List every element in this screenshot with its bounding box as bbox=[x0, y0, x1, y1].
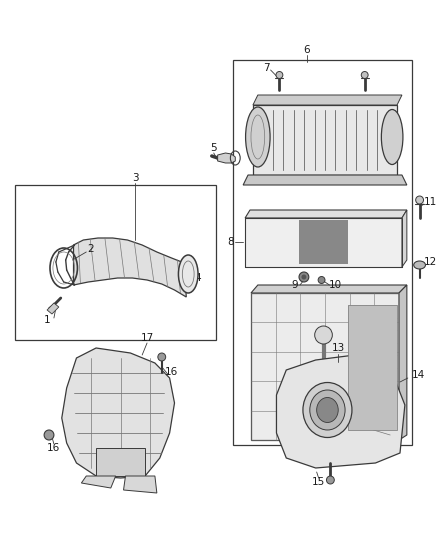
Polygon shape bbox=[74, 238, 186, 297]
Polygon shape bbox=[62, 348, 174, 478]
Ellipse shape bbox=[381, 109, 403, 165]
Ellipse shape bbox=[326, 476, 334, 484]
Polygon shape bbox=[251, 285, 407, 293]
Text: 11: 11 bbox=[424, 197, 437, 207]
Polygon shape bbox=[47, 303, 59, 314]
Text: 3: 3 bbox=[132, 173, 138, 183]
Polygon shape bbox=[253, 95, 402, 105]
Ellipse shape bbox=[299, 272, 309, 282]
Text: 8: 8 bbox=[227, 237, 234, 247]
Polygon shape bbox=[218, 153, 235, 163]
Text: 10: 10 bbox=[329, 280, 342, 290]
Ellipse shape bbox=[317, 398, 338, 423]
Bar bbox=[233, 60, 412, 445]
Text: 5: 5 bbox=[210, 143, 217, 153]
Ellipse shape bbox=[416, 196, 424, 204]
Polygon shape bbox=[96, 448, 145, 476]
Polygon shape bbox=[245, 218, 402, 267]
Ellipse shape bbox=[310, 390, 345, 430]
Text: 4: 4 bbox=[195, 273, 201, 283]
Ellipse shape bbox=[158, 353, 166, 361]
Ellipse shape bbox=[414, 261, 425, 269]
Text: 1: 1 bbox=[44, 315, 50, 325]
Polygon shape bbox=[243, 175, 407, 185]
Text: 2: 2 bbox=[87, 244, 93, 254]
Ellipse shape bbox=[301, 274, 306, 279]
Ellipse shape bbox=[246, 107, 270, 167]
Ellipse shape bbox=[178, 255, 198, 293]
Ellipse shape bbox=[276, 71, 283, 78]
Ellipse shape bbox=[303, 383, 352, 438]
Ellipse shape bbox=[318, 277, 325, 284]
Text: 15: 15 bbox=[312, 477, 325, 487]
Text: 7: 7 bbox=[263, 63, 270, 73]
Polygon shape bbox=[81, 476, 116, 488]
Text: 6: 6 bbox=[304, 45, 310, 55]
Text: 16: 16 bbox=[165, 367, 178, 377]
Polygon shape bbox=[299, 220, 348, 264]
Polygon shape bbox=[253, 105, 397, 175]
Polygon shape bbox=[348, 305, 397, 430]
Ellipse shape bbox=[314, 326, 332, 344]
Ellipse shape bbox=[361, 71, 368, 78]
Text: 13: 13 bbox=[332, 343, 345, 353]
Bar bbox=[15, 185, 215, 340]
Polygon shape bbox=[124, 476, 157, 493]
Text: 12: 12 bbox=[424, 257, 437, 267]
Polygon shape bbox=[402, 210, 407, 267]
Polygon shape bbox=[251, 293, 399, 440]
Text: 16: 16 bbox=[47, 443, 60, 453]
Ellipse shape bbox=[44, 430, 54, 440]
Text: 17: 17 bbox=[141, 333, 154, 343]
Polygon shape bbox=[399, 285, 407, 440]
Text: 9: 9 bbox=[292, 280, 298, 290]
Polygon shape bbox=[245, 210, 407, 218]
Polygon shape bbox=[276, 355, 405, 468]
Text: 14: 14 bbox=[412, 370, 425, 380]
